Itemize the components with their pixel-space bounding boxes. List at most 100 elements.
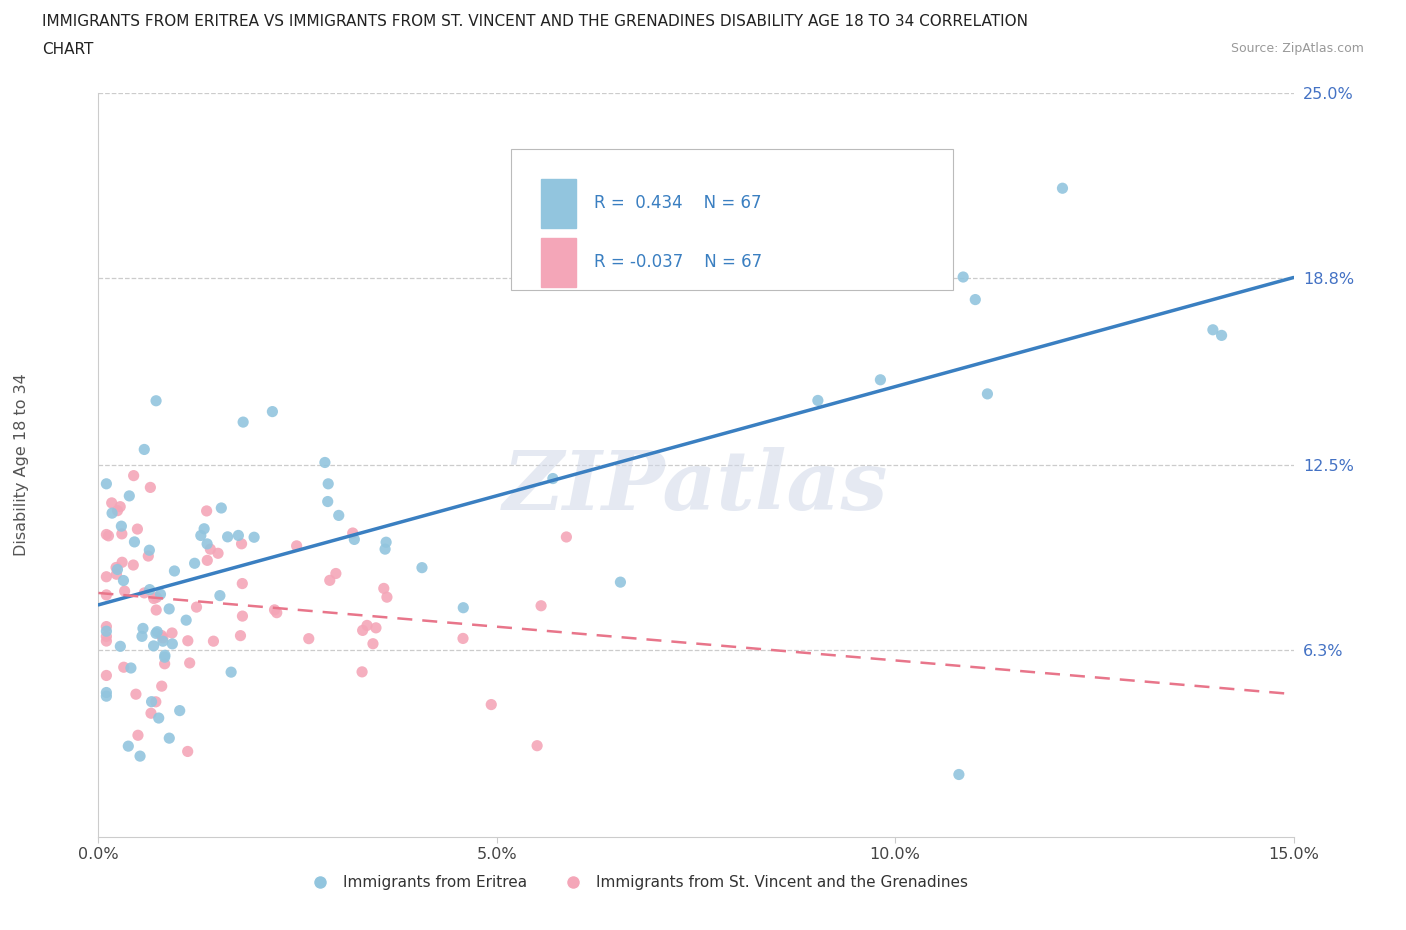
Point	[108, 499, 131, 514]
Point	[152, 633, 174, 648]
Point	[190, 528, 212, 543]
Point	[262, 405, 284, 419]
Point	[153, 650, 176, 665]
Point	[298, 631, 321, 646]
Point	[263, 603, 285, 618]
Point	[186, 600, 208, 615]
Point	[139, 480, 162, 495]
Point	[328, 508, 350, 523]
Point	[202, 633, 225, 648]
Point	[100, 496, 122, 511]
Point	[150, 679, 173, 694]
Point	[114, 584, 136, 599]
Point	[110, 639, 132, 654]
Point	[136, 549, 159, 564]
Point	[361, 636, 384, 651]
Point	[141, 694, 163, 709]
Point	[145, 590, 167, 604]
Point	[266, 605, 288, 620]
Point	[125, 686, 148, 701]
Point	[96, 569, 118, 584]
Point	[122, 468, 145, 483]
Point	[160, 626, 183, 641]
Point	[177, 633, 200, 648]
Point	[129, 749, 152, 764]
Point	[96, 689, 118, 704]
Point	[148, 711, 170, 725]
Point	[373, 581, 395, 596]
Point	[356, 618, 378, 632]
Point	[145, 695, 167, 710]
Point	[229, 628, 252, 643]
Point	[869, 372, 891, 387]
Point	[453, 600, 475, 615]
Point	[138, 582, 160, 597]
Point	[96, 624, 118, 639]
Point	[179, 656, 201, 671]
Point	[157, 731, 180, 746]
Point	[145, 626, 167, 641]
Point	[1052, 180, 1074, 195]
Point	[96, 476, 118, 491]
Point	[411, 560, 433, 575]
Point	[142, 591, 165, 606]
Point	[530, 598, 553, 613]
Point	[316, 476, 339, 491]
Point	[146, 624, 169, 639]
Point	[1211, 328, 1233, 343]
Point	[96, 629, 118, 644]
Point	[145, 603, 167, 618]
Point	[232, 415, 254, 430]
Point	[110, 519, 132, 534]
Point	[96, 668, 118, 683]
Point	[127, 522, 149, 537]
Point	[139, 706, 162, 721]
Point	[152, 631, 174, 645]
Point	[105, 560, 128, 575]
Point	[343, 532, 366, 547]
Point	[228, 528, 250, 543]
Point	[138, 543, 160, 558]
Point	[96, 588, 118, 603]
Point	[149, 587, 172, 602]
Point	[976, 387, 998, 402]
Point	[163, 564, 186, 578]
Point	[162, 636, 184, 651]
Point	[176, 744, 198, 759]
Point	[200, 541, 222, 556]
Point	[375, 535, 398, 550]
Point	[1202, 323, 1225, 338]
Point	[142, 639, 165, 654]
Point	[285, 538, 308, 553]
Bar	[541, 179, 576, 228]
Point	[153, 657, 176, 671]
Point	[174, 613, 197, 628]
Point	[352, 664, 374, 679]
Point	[112, 573, 135, 588]
Point	[111, 555, 134, 570]
Point	[195, 553, 218, 568]
Point	[231, 576, 253, 591]
Y-axis label: Disability Age 18 to 34: Disability Age 18 to 34	[14, 374, 30, 556]
Point	[541, 472, 564, 486]
Point	[169, 703, 191, 718]
Point	[208, 588, 231, 603]
Point	[96, 685, 118, 700]
Text: Source: ZipAtlas.com: Source: ZipAtlas.com	[1230, 42, 1364, 55]
Point	[132, 621, 155, 636]
Point	[96, 527, 118, 542]
Point	[96, 619, 118, 634]
Point	[193, 522, 215, 537]
Point	[342, 525, 364, 540]
Point	[375, 590, 398, 604]
Point	[127, 728, 149, 743]
Point	[112, 659, 135, 674]
Point	[451, 631, 474, 645]
Point	[314, 455, 336, 470]
Point	[952, 270, 974, 285]
Point	[325, 566, 347, 581]
Text: R =  0.434    N = 67: R = 0.434 N = 67	[595, 194, 762, 212]
Point	[145, 393, 167, 408]
Point	[124, 535, 146, 550]
Point	[374, 541, 396, 556]
